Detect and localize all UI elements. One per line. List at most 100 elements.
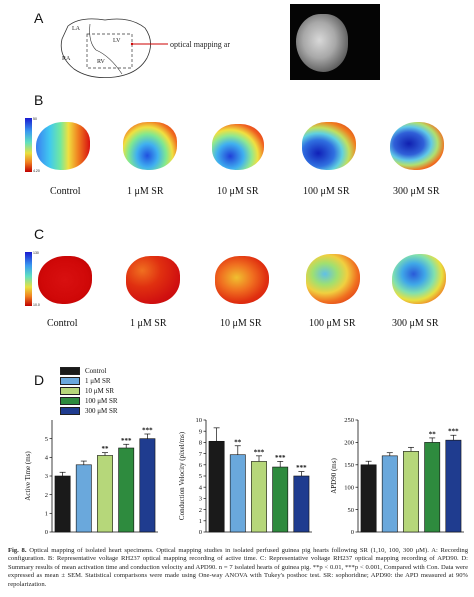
legend-label-0: Control <box>85 367 107 375</box>
colorbar-c-bottom: 10.0 <box>33 303 40 307</box>
y-tick-label: 250 <box>344 417 354 424</box>
condition-label-c-1: 1 μM SR <box>130 318 167 329</box>
bar-3 <box>272 466 289 533</box>
caption-text: Optical mapping of isolated heart specim… <box>8 547 468 588</box>
optical-heart-image <box>290 4 380 80</box>
bar-0 <box>360 464 377 533</box>
y-tick-label: 7 <box>199 451 203 458</box>
legend-swatch-2 <box>60 387 80 395</box>
y-tick-label: 8 <box>199 440 202 447</box>
y-axis-label: APD90 (ms) <box>330 458 338 494</box>
y-tick-label: 50 <box>348 507 355 514</box>
y-tick-label: 4 <box>45 455 49 462</box>
bar-4 <box>293 475 310 533</box>
legend-label-2: 10 μM SR <box>85 387 115 395</box>
colorbar-b-bottom: 4.20 <box>33 169 40 173</box>
condition-label-b-3: 100 μM SR <box>303 186 350 197</box>
y-tick-label: 9 <box>199 428 202 435</box>
activation-map-1um <box>123 122 177 170</box>
legend-swatch-4 <box>60 407 80 415</box>
bar-2 <box>403 451 419 533</box>
significance-3: *** <box>275 454 286 462</box>
significance-1: ** <box>234 438 242 446</box>
y-tick-label: 150 <box>344 462 354 469</box>
bar-1 <box>381 455 398 533</box>
activation-map-10um <box>212 124 264 170</box>
y-tick-label: 0 <box>199 529 202 536</box>
apd-map-10um <box>215 256 269 304</box>
legend-label-4: 300 μM SR <box>85 407 118 415</box>
bar-chart-conduction-velocity: 0 1 2 3 4 5 6 7 8 9 10 Conduction Velocity (pixel/m… <box>178 417 312 536</box>
legend-row-3: 100 μM SR <box>60 396 118 406</box>
bar-3 <box>424 442 441 533</box>
y-tick-label: 0 <box>45 529 48 536</box>
panel-a-letter: A <box>34 10 44 26</box>
legend-swatch-0 <box>60 367 80 375</box>
legend-label-3: 100 μM SR <box>85 397 118 405</box>
condition-label-b-4: 300 μM SR <box>393 186 440 197</box>
activation-map-control <box>36 122 90 170</box>
apd-map-100um <box>306 254 360 304</box>
y-axis-label: Active Time (ms) <box>24 451 32 501</box>
y-tick-label: 2 <box>199 507 202 514</box>
y-tick-label: 0 <box>351 529 354 536</box>
y-tick-label: 2 <box>45 492 48 499</box>
y-axis-label: Conduction Velocity (pixel/ms) <box>178 431 186 520</box>
bar-0 <box>54 475 71 533</box>
y-tick-label: 10 <box>196 417 203 424</box>
colorbar-c <box>25 252 32 306</box>
apd-map-control <box>38 256 92 304</box>
significance-4: *** <box>142 427 153 435</box>
bar-2 <box>97 455 113 533</box>
condition-label-c-4: 300 μM SR <box>392 318 439 329</box>
y-tick-label: 1 <box>45 511 48 518</box>
bar-1 <box>229 454 246 533</box>
panel-c-letter: C <box>34 226 45 242</box>
label-la: LA <box>72 26 81 32</box>
y-tick-label: 200 <box>344 440 354 447</box>
condition-label-c-2: 10 μM SR <box>220 318 262 329</box>
y-tick-label: 100 <box>344 484 354 491</box>
panel-d-letter: D <box>34 372 45 388</box>
activation-map-100um <box>302 122 356 170</box>
bar-1 <box>75 464 92 533</box>
label-lv: LV <box>113 38 121 44</box>
bar-3 <box>118 447 135 533</box>
significance-3: *** <box>121 437 132 445</box>
condition-label-c-0: Control <box>47 318 78 329</box>
label-rv: RV <box>97 59 106 65</box>
y-tick-label: 1 <box>199 518 202 525</box>
colorbar-c-top: 130 <box>33 251 39 255</box>
legend-row-2: 10 μM SR <box>60 386 118 396</box>
y-tick-label: 6 <box>199 462 203 469</box>
legend-swatch-1 <box>60 377 80 385</box>
y-tick-label: 3 <box>199 496 202 503</box>
legend-label-1: 1 μM SR <box>85 377 111 385</box>
condition-label-b-0: Control <box>50 186 81 197</box>
apd-map-300um <box>392 254 446 304</box>
bar-2 <box>251 461 267 533</box>
condition-label-c-3: 100 μM SR <box>309 318 356 329</box>
legend-row-0: Control <box>60 366 118 376</box>
y-tick-label: 5 <box>45 436 48 443</box>
significance-3: ** <box>429 430 437 438</box>
label-optical-mapping-area: optical mapping area <box>170 40 230 49</box>
condition-label-b-2: 10 μM SR <box>217 186 259 197</box>
significance-2: ** <box>102 445 110 453</box>
bar-4 <box>445 439 462 533</box>
colorbar-b <box>25 118 32 172</box>
bar-4 <box>139 438 156 533</box>
panel-b-letter: B <box>34 92 44 108</box>
significance-4: *** <box>296 464 307 472</box>
y-tick-label: 3 <box>45 473 48 480</box>
heart-schematic: LA LV RA RV optical mapping area <box>60 18 230 79</box>
colorbar-b-top: 50 <box>33 117 37 121</box>
bar-legend: Control 1 μM SR 10 μM SR 100 μM SR 300 μ… <box>60 366 118 416</box>
figure-caption: Fig. 8. Optical mapping of isolated hear… <box>8 547 468 589</box>
bar-0 <box>208 440 225 533</box>
significance-2: *** <box>254 448 265 456</box>
apd-map-1um <box>126 256 180 304</box>
legend-row-4: 300 μM SR <box>60 406 118 416</box>
